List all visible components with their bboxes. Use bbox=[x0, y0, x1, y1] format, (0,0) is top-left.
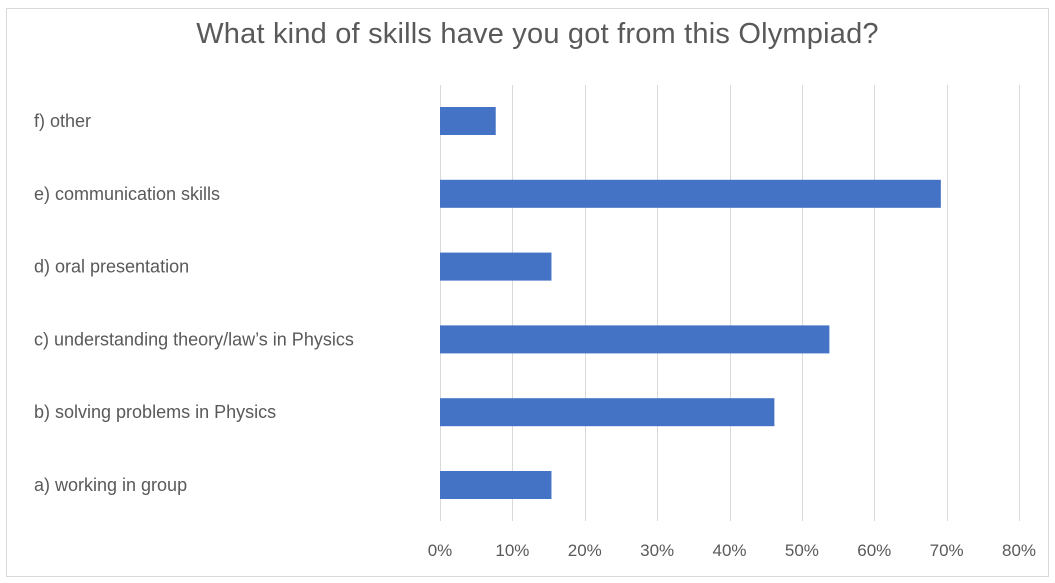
x-tick-label: 0% bbox=[428, 541, 453, 560]
bar bbox=[440, 179, 941, 208]
category-label: a) working in group bbox=[34, 475, 187, 495]
bar bbox=[440, 107, 496, 135]
x-tick-label: 30% bbox=[640, 541, 674, 560]
x-tick-label: 50% bbox=[785, 541, 819, 560]
x-tick-label: 70% bbox=[930, 541, 964, 560]
bar bbox=[440, 398, 775, 427]
x-tick-label: 80% bbox=[1002, 541, 1036, 560]
category-label: f) other bbox=[34, 111, 91, 131]
x-tick-label: 10% bbox=[495, 541, 529, 560]
category-label: e) communication skills bbox=[34, 184, 220, 204]
category-label: b) solving problems in Physics bbox=[34, 402, 276, 422]
bar bbox=[440, 252, 552, 281]
bar bbox=[440, 325, 830, 354]
category-labels: f) other e) communication skills d) oral p… bbox=[34, 111, 354, 495]
gridlines bbox=[440, 85, 1020, 521]
chart-title: What kind of skills have you got from th… bbox=[196, 18, 879, 50]
category-label: c) understanding theory/law’s in Physics bbox=[34, 329, 354, 349]
bars bbox=[440, 107, 941, 499]
x-tick-label: 40% bbox=[712, 541, 746, 560]
category-label: d) oral presentation bbox=[34, 257, 189, 277]
x-tick-label: 20% bbox=[568, 541, 602, 560]
bar bbox=[440, 471, 552, 499]
x-tick-label: 60% bbox=[857, 541, 891, 560]
x-tick-labels: 0% 10% 20% 30% 40% 50% 60% 70% 80% bbox=[428, 541, 1036, 560]
